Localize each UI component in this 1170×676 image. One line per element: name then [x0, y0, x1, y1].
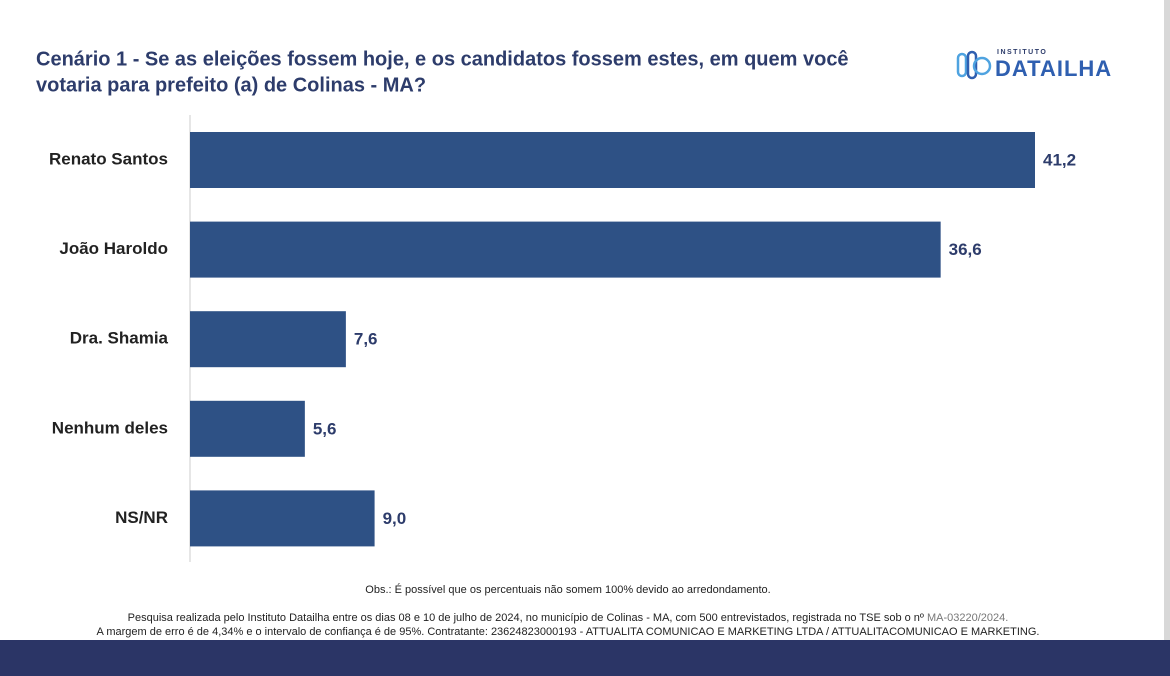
logo-small: INSTITUTO	[997, 49, 1047, 56]
bar	[190, 311, 346, 368]
logo-icon	[956, 52, 968, 78]
value-label: 7,6	[354, 330, 378, 349]
chart-title: votaria para prefeito (a) de Colinas - M…	[36, 74, 426, 96]
category-label: Nenhum deles	[52, 418, 168, 437]
chart-title: Cenário 1 - Se as eleições fossem hoje, …	[36, 48, 849, 70]
logo-icon	[972, 56, 992, 76]
edge-strip	[1164, 0, 1170, 676]
logo-icon	[966, 50, 978, 80]
logo: INSTITUTO DATAILHA	[956, 49, 1112, 81]
bar	[190, 132, 1035, 188]
registration: MA-03220/2024.	[927, 612, 1008, 624]
bar	[190, 221, 941, 278]
value-label: 9,0	[383, 509, 407, 528]
footer-band	[0, 640, 1170, 676]
source-text: Pesquisa realizada pelo Instituto Datail…	[128, 612, 924, 624]
category-label: João Haroldo	[59, 239, 168, 258]
value-label: 41,2	[1043, 150, 1076, 169]
source: Pesquisa realizada pelo Instituto Datail…	[128, 612, 1009, 624]
logo-name: DATAILHA	[995, 56, 1112, 81]
value-label: 5,6	[313, 419, 337, 438]
category-label: NS/NR	[115, 508, 168, 527]
bar	[190, 400, 305, 457]
note: Obs.: É possível que os percentuais não …	[365, 583, 770, 596]
category-label: Dra. Shamia	[70, 329, 169, 348]
source: A margem de erro é de 4,34% e o interval…	[97, 626, 1040, 638]
category-label: Renato Santos	[49, 149, 168, 168]
value-label: 36,6	[949, 240, 982, 259]
bar	[190, 490, 375, 547]
